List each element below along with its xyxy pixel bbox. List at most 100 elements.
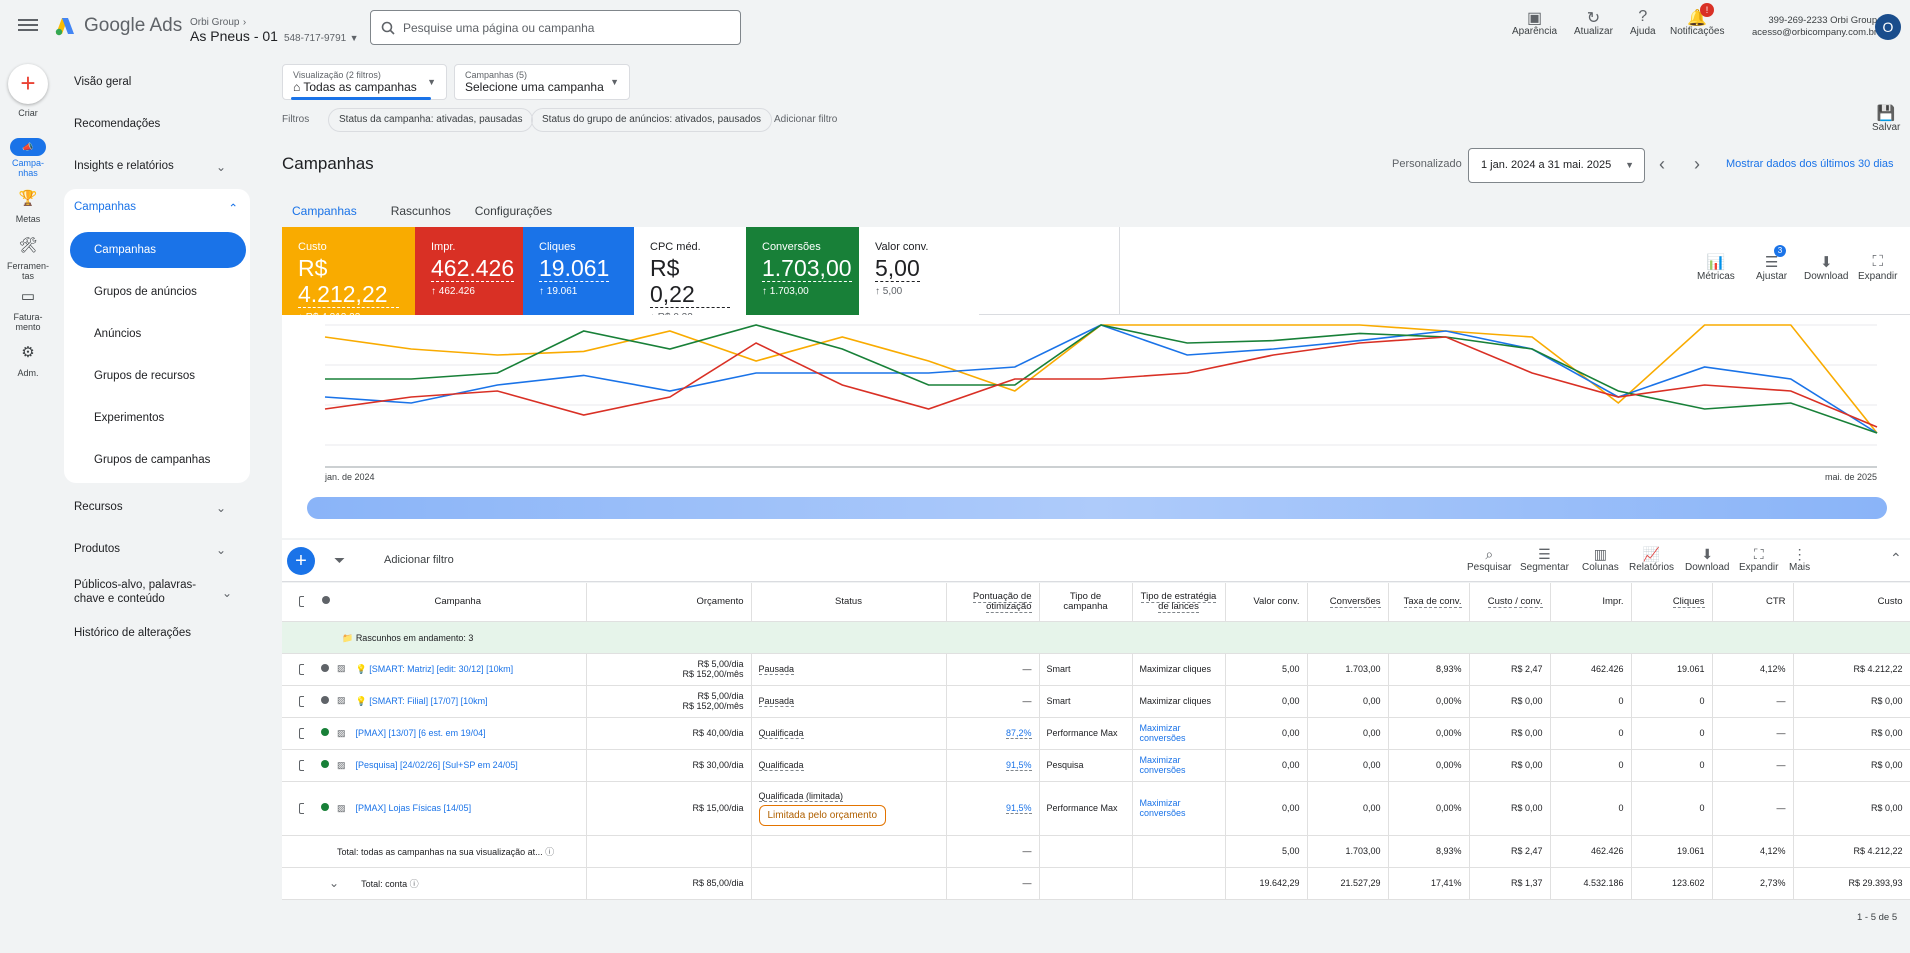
- metric-card-3[interactable]: CPC méd.R$ 0,22↑ R$ 0,22: [634, 227, 746, 323]
- nav-campaigns-header[interactable]: Campanhas ⌃: [74, 201, 244, 215]
- status-cell[interactable]: Qualificada (limitada) Limitada pelo orça…: [751, 781, 947, 836]
- prev-period-icon[interactable]: ‹: [1659, 154, 1665, 174]
- date-range-picker[interactable]: 1 jan. 2024 a 31 mai. 2025 ▼: [1468, 148, 1645, 183]
- col-bid-strategy[interactable]: Tipo de estratégia de lances: [1132, 583, 1226, 622]
- campaign-name-link[interactable]: [PMAX] [13/07] [6 est. em 19/04]: [355, 728, 486, 739]
- create-button[interactable]: +: [8, 64, 48, 104]
- budget-cell[interactable]: R$ 15,00/dia: [586, 781, 752, 836]
- tab-settings[interactable]: Configurações: [474, 204, 553, 218]
- rail-billing[interactable]: ▭ Fatura- mento: [0, 289, 56, 332]
- bid-strategy-cell[interactable]: Maximizar conversões: [1132, 781, 1226, 836]
- help-icon[interactable]: ⓘ: [409, 879, 419, 889]
- campaign-name-link[interactable]: [PMAX] Lojas Físicas [14/05]: [355, 803, 472, 814]
- filter-icon[interactable]: ⏷: [334, 552, 346, 568]
- metric-card-5[interactable]: Valor conv. 5,00 ↑ 5,00: [859, 227, 979, 315]
- add-filter-link[interactable]: Adicionar filtro: [774, 114, 838, 125]
- row-checkbox[interactable]: [282, 749, 304, 782]
- google-ads-logo[interactable]: Google Ads: [54, 15, 182, 37]
- save-button[interactable]: 💾 Salvar: [1872, 104, 1900, 133]
- user-info[interactable]: 399-269-2233 Orbi Group acesso@orbicompan…: [1752, 15, 1877, 39]
- metrics-download-button[interactable]: ⬇ Download: [1804, 253, 1848, 282]
- table-row[interactable]: ▨ [PMAX] [13/07] [6 est. em 19/04] R$ 40,0…: [282, 717, 1910, 750]
- status-cell[interactable]: Pausada: [751, 653, 947, 686]
- next-period-icon[interactable]: ›: [1694, 154, 1700, 174]
- nav-insights[interactable]: Insights e relatórios ⌄: [64, 160, 240, 174]
- filter-chip-adgroup-status[interactable]: Status do grupo de anúncios: ativados, p…: [531, 108, 773, 132]
- bid-strategy-cell[interactable]: Maximizar conversões: [1132, 717, 1226, 750]
- collapse-icon[interactable]: ⌃: [1890, 550, 1902, 566]
- budget-cell[interactable]: R$ 5,00/dia R$ 152,00/mês: [586, 653, 752, 686]
- nav-overview[interactable]: Visão geral: [74, 76, 132, 88]
- opt-score-cell[interactable]: 91,5%: [946, 749, 1040, 782]
- campaign-cell[interactable]: ▨ 💡 [SMART: Matriz] [edit: 30/12] [10km]: [330, 653, 587, 686]
- budget-cell[interactable]: R$ 40,00/dia: [586, 717, 752, 750]
- table-row[interactable]: ▨ [Pesquisa] [24/02/26] [Sul+SP em 24/05]…: [282, 749, 1910, 782]
- show-last-30-days-link[interactable]: Mostrar dados dos últimos 30 dias: [1726, 158, 1894, 170]
- campaign-cell[interactable]: ▨ [Pesquisa] [24/02/26] [Sul+SP em 24/05]: [330, 749, 587, 782]
- row-checkbox[interactable]: [282, 653, 304, 686]
- help-button[interactable]: ? Ajuda: [1630, 8, 1656, 37]
- opt-score-cell[interactable]: 91,5%: [946, 781, 1040, 836]
- range-slider[interactable]: [307, 497, 1887, 519]
- row-checkbox[interactable]: [282, 685, 304, 718]
- chevron-down-icon[interactable]: ⌄: [330, 876, 340, 890]
- budget-cell[interactable]: R$ 30,00/dia: [586, 749, 752, 782]
- metrics-expand-button[interactable]: ⛶ Expandir: [1858, 253, 1897, 282]
- col-budget[interactable]: Orçamento: [586, 583, 752, 622]
- avatar[interactable]: O: [1875, 14, 1901, 40]
- col-ctr[interactable]: CTR: [1712, 583, 1794, 622]
- col-conv-rate[interactable]: Taxa de conv.: [1388, 583, 1470, 622]
- row-checkbox[interactable]: [282, 717, 304, 750]
- metric-card-4[interactable]: Conversões 1.703,00 ↑ 1.703,00: [746, 227, 859, 315]
- table-row[interactable]: ▨ 💡 [SMART: Filial] [17/07] [10km] R$ 5,00…: [282, 685, 1910, 718]
- columns-button[interactable]: ▥ Colunas: [1582, 546, 1619, 573]
- rail-tools[interactable]: 🛠 Ferramen- tas: [0, 238, 56, 281]
- rail-campaigns[interactable]: 📣 Campa- nhas: [0, 138, 56, 178]
- view-selector[interactable]: Visualização (2 filtros) ⌂ Todas as camp…: [282, 64, 447, 100]
- campaign-name-link[interactable]: [Pesquisa] [24/02/26] [Sul+SP em 24/05]: [355, 760, 518, 771]
- appearance-button[interactable]: ▣ Aparência: [1512, 8, 1557, 37]
- more-button[interactable]: ⋮ Mais: [1789, 546, 1810, 573]
- nav-resources[interactable]: Recursos ⌄: [64, 501, 240, 515]
- metric-card-2[interactable]: Cliques 19.061 ↑ 19.061: [523, 227, 634, 315]
- col-conv-value[interactable]: Valor conv.: [1225, 583, 1308, 622]
- adjust-button[interactable]: ☰ Ajustar 3: [1756, 245, 1787, 282]
- nav-history[interactable]: Histórico de alterações: [74, 627, 191, 639]
- chevron-down-icon[interactable]: ⌄: [330, 630, 332, 644]
- col-campaign[interactable]: Campanha: [330, 583, 587, 622]
- opt-score-cell[interactable]: —: [946, 685, 1040, 718]
- table-expand-button[interactable]: ⛶ Expandir: [1739, 546, 1778, 573]
- campaign-cell[interactable]: ▨ 💡 [SMART: Filial] [17/07] [10km]: [330, 685, 587, 718]
- nav-sub-ads[interactable]: Anúncios: [94, 328, 142, 340]
- campaign-cell[interactable]: ▨ [PMAX] Lojas Físicas [14/05]: [330, 781, 587, 836]
- table-search-button[interactable]: ⌕ Pesquisar: [1467, 546, 1511, 573]
- campaign-name-link[interactable]: 💡 [SMART: Filial] [17/07] [10km]: [355, 695, 488, 706]
- campaign-cell[interactable]: ▨ [PMAX] [13/07] [6 est. em 19/04]: [330, 717, 587, 750]
- nav-products[interactable]: Produtos ⌄: [64, 543, 240, 557]
- notifications-button[interactable]: 🔔 Notificações !: [1670, 3, 1724, 37]
- status-cell[interactable]: Qualificada: [751, 717, 947, 750]
- nav-sub-adgroups[interactable]: Grupos de anúncios: [94, 286, 197, 298]
- account-switcher[interactable]: Orbi Group › As Pneus - 01 548-717-9791 ▼: [190, 14, 358, 44]
- bid-strategy-cell[interactable]: Maximizar conversões: [1132, 749, 1226, 782]
- help-icon[interactable]: ⓘ: [545, 846, 555, 857]
- metric-card-1[interactable]: Impr. 462.426 ↑ 462.426: [415, 227, 523, 315]
- rail-admin[interactable]: ⚙ Adm.: [0, 345, 56, 378]
- opt-score-cell[interactable]: 87,2%: [946, 717, 1040, 750]
- filter-chip-campaign-status[interactable]: Status da campanha: ativadas, pausadas: [328, 108, 534, 132]
- add-campaign-button[interactable]: +: [287, 547, 315, 575]
- col-opt-score[interactable]: Pontuação de otimização: [946, 583, 1040, 622]
- nav-sub-asset-groups[interactable]: Grupos de recursos: [94, 370, 195, 382]
- opt-score-cell[interactable]: —: [946, 653, 1040, 686]
- tab-drafts[interactable]: Rascunhos: [390, 204, 451, 218]
- rail-goals[interactable]: 🏆 Metas: [0, 191, 56, 224]
- col-clicks[interactable]: Cliques: [1631, 583, 1713, 622]
- nav-sub-experiments[interactable]: Experimentos: [94, 412, 165, 424]
- col-impressions[interactable]: Impr.: [1550, 583, 1632, 622]
- campaign-selector[interactable]: Campanhas (5) Selecione uma campanha ▼: [454, 64, 630, 100]
- nav-recommendations[interactable]: Recomendações: [74, 118, 161, 130]
- search-input[interactable]: Pesquise uma página ou campanha: [370, 10, 741, 45]
- col-cost[interactable]: Custo: [1793, 583, 1910, 622]
- table-row[interactable]: ▨ 💡 [SMART: Matriz] [edit: 30/12] [10km] R…: [282, 653, 1910, 686]
